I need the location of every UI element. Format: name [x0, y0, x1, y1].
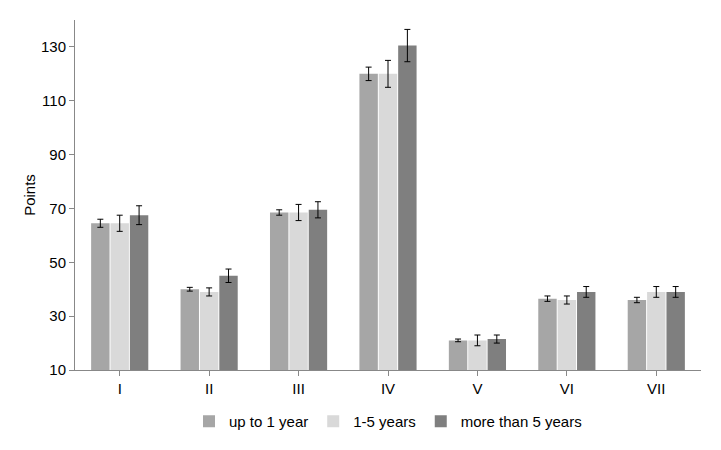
svg-text:10: 10 — [49, 361, 66, 378]
svg-text:VII: VII — [647, 380, 665, 397]
svg-text:up to 1 year: up to 1 year — [229, 413, 308, 430]
svg-text:130: 130 — [41, 38, 66, 55]
svg-text:I: I — [118, 380, 122, 397]
svg-text:IV: IV — [381, 380, 395, 397]
svg-text:Points: Points — [21, 174, 38, 216]
svg-text:110: 110 — [42, 92, 66, 109]
svg-text:90: 90 — [49, 146, 66, 163]
svg-text:50: 50 — [49, 254, 66, 271]
svg-text:more than 5 years: more than 5 years — [461, 413, 582, 430]
svg-text:II: II — [205, 380, 213, 397]
svg-text:30: 30 — [49, 307, 66, 324]
svg-text:V: V — [472, 380, 482, 397]
svg-text:70: 70 — [49, 200, 66, 217]
svg-text:III: III — [292, 380, 305, 397]
svg-text:1-5 years: 1-5 years — [353, 413, 416, 430]
svg-text:VI: VI — [560, 380, 574, 397]
